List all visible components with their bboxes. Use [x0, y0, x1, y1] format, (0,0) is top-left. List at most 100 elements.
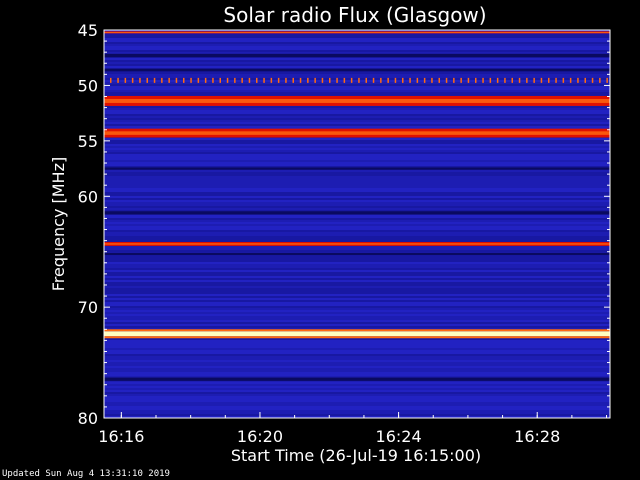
spike-mark	[431, 77, 433, 83]
texture-stripe	[104, 236, 610, 238]
spike-mark	[350, 77, 353, 83]
spike-mark	[270, 77, 273, 83]
texture-stripe	[104, 204, 610, 206]
texture-stripe	[104, 356, 610, 358]
texture-stripe	[104, 192, 610, 194]
texture-stripe	[104, 272, 610, 274]
spike-mark	[482, 77, 484, 83]
x-axis-title: Start Time (26-Jul-19 16:15:00)	[231, 446, 481, 465]
texture-stripe	[104, 368, 610, 370]
spike-mark	[219, 77, 221, 83]
texture-stripe	[104, 120, 610, 122]
spike-mark	[423, 77, 426, 83]
texture-stripe	[104, 222, 610, 224]
spike-mark	[358, 77, 360, 83]
spike-mark	[204, 77, 207, 83]
spike-mark	[343, 77, 346, 83]
spike-mark	[387, 77, 389, 83]
spike-mark	[307, 77, 309, 83]
texture-stripe	[104, 214, 610, 216]
y-tick-label: 70	[78, 298, 98, 317]
texture-stripe	[104, 138, 610, 140]
texture-stripe	[104, 156, 610, 158]
texture-stripe	[104, 114, 610, 116]
texture-stripe	[104, 360, 610, 362]
texture-stripe	[104, 84, 610, 86]
spike-mark	[139, 77, 141, 83]
y-axis: 45 50 55 60 70 80	[78, 21, 610, 428]
texture-stripe	[104, 94, 610, 96]
spike-mark	[256, 77, 258, 83]
texture-stripe	[104, 194, 610, 196]
texture-stripe	[104, 386, 610, 388]
texture-stripe	[104, 400, 610, 402]
spike-mark	[402, 77, 404, 83]
x-axis: 16:16 16:20 16:24 16:28	[98, 412, 608, 446]
texture-stripe	[104, 88, 610, 90]
texture-stripe	[104, 234, 610, 236]
band-deep	[104, 68, 610, 72]
texture-stripe	[104, 410, 610, 412]
band-core	[104, 98, 610, 103]
texture-stripe	[104, 274, 610, 276]
y-axis-title: Frequency [MHz]	[49, 157, 68, 291]
spike-mark	[489, 77, 492, 83]
x-tick-label: 16:16	[98, 427, 144, 446]
texture-stripe	[104, 52, 610, 54]
texture-stripe	[104, 62, 610, 64]
texture-stripe	[104, 66, 610, 68]
spike-mark	[504, 77, 506, 83]
spike-mark	[365, 77, 367, 83]
band-edge	[104, 336, 610, 339]
texture-stripe	[104, 282, 610, 284]
spike-mark	[212, 77, 214, 83]
spike-mark	[175, 77, 178, 83]
texture-stripe	[104, 314, 610, 316]
texture-stripe	[104, 80, 610, 82]
texture-stripe	[104, 78, 610, 80]
texture-stripe	[104, 392, 610, 394]
texture-stripe	[104, 72, 610, 74]
texture-stripe	[104, 278, 610, 280]
texture-stripe	[104, 238, 610, 240]
texture-stripe	[104, 304, 610, 306]
spike-mark	[533, 77, 535, 83]
texture-stripe	[104, 76, 610, 78]
texture-stripe	[104, 90, 610, 92]
spike-mark	[131, 77, 134, 83]
texture-stripe	[104, 260, 610, 262]
texture-stripe	[104, 268, 610, 270]
texture-stripe	[104, 170, 610, 172]
texture-stripe	[104, 172, 610, 174]
texture-stripe	[104, 384, 610, 386]
texture-stripe	[104, 266, 610, 268]
spike-mark	[226, 77, 229, 83]
texture-stripe	[104, 190, 610, 192]
texture-stripe	[104, 292, 610, 294]
texture-stripe	[104, 408, 610, 410]
texture-stripe	[104, 288, 610, 290]
texture-stripe	[104, 40, 610, 42]
spike-mark	[285, 77, 287, 83]
texture-stripe	[104, 38, 610, 40]
texture-stripe	[104, 108, 610, 110]
texture-stripe	[104, 210, 610, 212]
texture-stripe	[104, 180, 610, 182]
texture-stripe	[104, 110, 610, 112]
texture-stripe	[104, 196, 610, 198]
texture-stripe	[104, 326, 610, 328]
texture-stripe	[104, 286, 610, 288]
spike-mark	[161, 77, 163, 83]
spike-mark	[197, 77, 200, 83]
texture-stripe	[104, 294, 610, 296]
band-deep	[104, 211, 610, 215]
spike-mark	[496, 77, 499, 83]
band-yellow	[104, 331, 610, 337]
band-core	[104, 243, 610, 245]
x-tick-label: 16:28	[514, 427, 560, 446]
texture-stripe	[104, 202, 610, 204]
texture-stripe	[104, 352, 610, 354]
texture-stripe	[104, 380, 610, 382]
texture-stripe	[104, 226, 610, 228]
spike-mark	[460, 77, 462, 83]
